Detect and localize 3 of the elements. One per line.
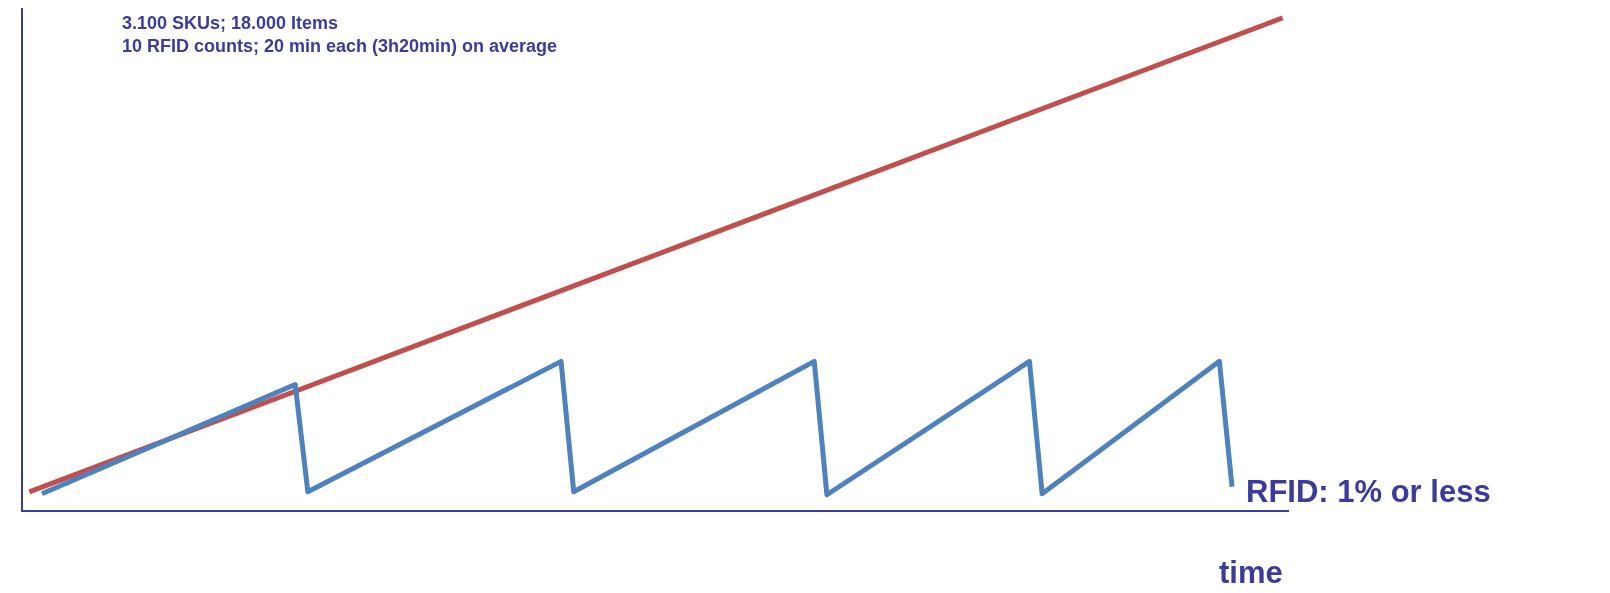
chart-title: 3.100 SKUs; 18.000 Items 10 RFID counts; 20 min each (3h20min) on average xyxy=(122,13,558,57)
x-axis-title: time xyxy=(1219,555,1283,590)
series-label: RFID: 1% or less xyxy=(1246,474,1491,509)
